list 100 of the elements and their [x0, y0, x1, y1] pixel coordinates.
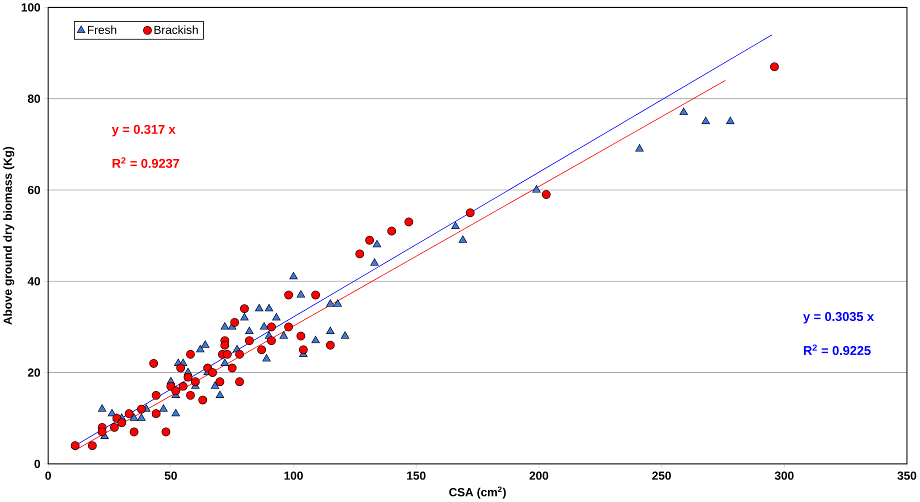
point	[296, 332, 306, 340]
point	[365, 236, 374, 245]
point	[186, 350, 195, 359]
point	[532, 185, 541, 193]
point	[186, 391, 195, 400]
point	[267, 336, 276, 346]
x-tick-label: 300	[774, 472, 794, 480]
point	[284, 290, 294, 300]
point	[280, 331, 288, 339]
point	[220, 322, 230, 330]
y-tick-label: 0	[34, 460, 40, 468]
y-tick-label: 100	[22, 3, 40, 12]
x-tick-label: 100	[284, 472, 303, 480]
point	[130, 428, 138, 436]
x-tick-label: 350	[897, 472, 916, 480]
y-tick-label: 60	[28, 186, 40, 194]
point	[244, 336, 254, 346]
point	[451, 222, 460, 230]
point	[201, 340, 210, 348]
point	[257, 345, 266, 354]
point	[387, 226, 396, 236]
y-tick-label: 40	[28, 277, 40, 286]
point	[404, 218, 414, 226]
y-tick-label: 20	[28, 368, 40, 377]
legend-label: Fresh	[88, 25, 116, 34]
point	[196, 344, 204, 352]
point	[245, 326, 254, 334]
y-tick-label: 80	[28, 94, 40, 103]
point	[272, 313, 281, 320]
point	[235, 350, 244, 359]
x-tick-label: 200	[530, 472, 548, 480]
point	[466, 208, 475, 218]
point	[458, 235, 468, 243]
x-tick-label: 0	[45, 472, 51, 480]
point	[726, 116, 734, 124]
point	[262, 354, 271, 362]
point	[289, 272, 298, 280]
point	[264, 304, 274, 312]
x-axis-title: CSA (cm$^{2}$)	[449, 486, 506, 499]
point	[326, 340, 335, 350]
point	[311, 336, 320, 344]
point	[159, 404, 168, 412]
point	[334, 299, 342, 307]
point	[184, 372, 192, 382]
legend-label: Brackish	[154, 25, 198, 34]
point	[240, 313, 249, 320]
annotation: y = 0.317 x	[112, 124, 176, 136]
point	[260, 322, 268, 330]
point	[311, 290, 320, 300]
annotation: R$^{2}$ = 0.9225	[804, 344, 871, 356]
point	[88, 441, 97, 450]
point	[326, 326, 335, 334]
point	[770, 62, 779, 72]
point	[355, 250, 364, 258]
y-axis-title: Above ground dry biomass (Kg)	[3, 146, 14, 325]
point	[228, 364, 237, 372]
point	[124, 409, 134, 418]
point	[130, 413, 138, 421]
point	[137, 413, 146, 421]
point	[208, 368, 217, 378]
point	[326, 299, 335, 307]
point	[340, 331, 350, 339]
annotation: y = 0.3035 x	[803, 312, 874, 324]
point	[370, 258, 379, 266]
point	[190, 377, 200, 386]
point	[198, 396, 208, 404]
point	[702, 116, 710, 124]
point	[149, 359, 158, 368]
point	[284, 322, 294, 332]
point	[230, 318, 240, 327]
point	[98, 428, 107, 436]
point	[254, 304, 264, 312]
point	[267, 322, 276, 332]
point	[216, 377, 224, 386]
point	[210, 382, 220, 389]
point	[679, 108, 688, 115]
point	[162, 428, 170, 436]
point	[542, 190, 551, 199]
point	[176, 364, 186, 372]
point	[152, 391, 161, 400]
point	[110, 422, 119, 432]
point	[635, 144, 644, 152]
point	[171, 386, 180, 396]
point	[178, 382, 188, 391]
annotation: R$^{2}$ = 0.9237	[112, 157, 180, 168]
x-tick-label: 150	[407, 472, 426, 480]
point	[172, 408, 180, 416]
x-tick-label: 50	[164, 472, 177, 480]
point	[372, 240, 382, 248]
point	[216, 390, 224, 398]
point	[220, 358, 230, 366]
point	[117, 418, 126, 428]
point	[296, 290, 306, 298]
point	[240, 304, 249, 314]
point	[137, 404, 146, 414]
point	[98, 404, 106, 412]
point	[235, 377, 244, 386]
point	[298, 345, 308, 354]
point	[220, 340, 230, 350]
x-tick-label: 250	[652, 472, 671, 480]
